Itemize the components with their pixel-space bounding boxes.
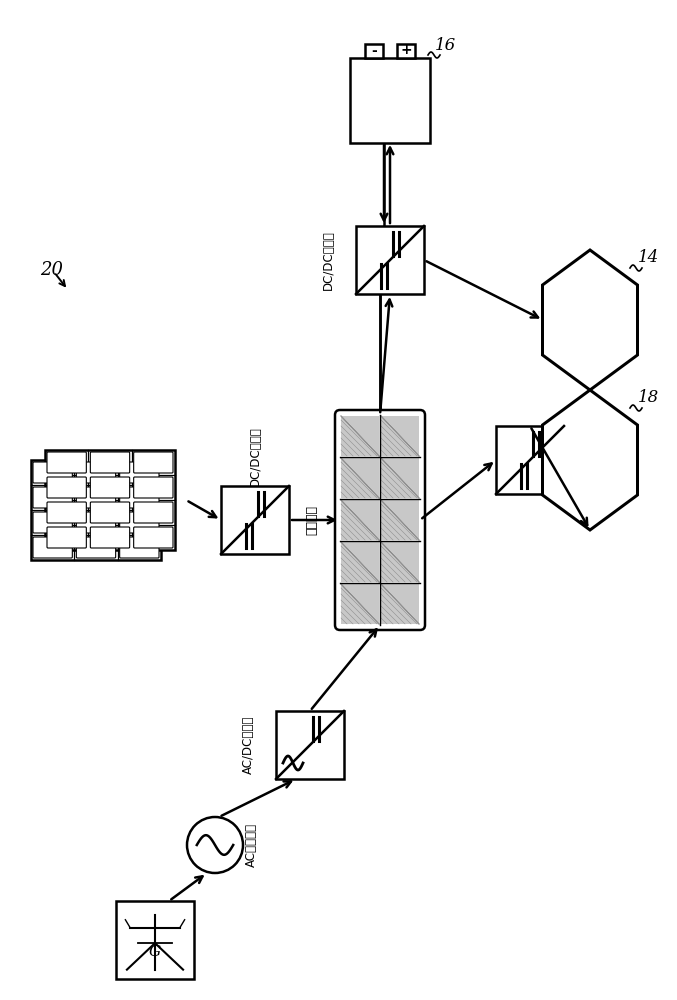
FancyBboxPatch shape — [90, 502, 130, 523]
Bar — [381, 458, 419, 498]
Circle shape — [187, 817, 243, 873]
FancyBboxPatch shape — [47, 527, 87, 548]
FancyBboxPatch shape — [335, 410, 425, 630]
FancyBboxPatch shape — [47, 452, 87, 473]
Text: 18: 18 — [637, 389, 659, 406]
FancyBboxPatch shape — [90, 452, 130, 473]
Bar — [45, 450, 175, 550]
FancyBboxPatch shape — [77, 512, 116, 533]
Text: 负载中心: 负载中心 — [305, 505, 318, 535]
FancyBboxPatch shape — [33, 462, 72, 483]
FancyBboxPatch shape — [33, 487, 72, 508]
Bar — [356, 226, 424, 294]
Text: AC电力馈送: AC电力馈送 — [244, 823, 257, 867]
Text: DC/DC转换器: DC/DC转换器 — [322, 230, 334, 290]
Bar — [116, 901, 194, 979]
Bar — [365, 43, 383, 57]
Bar — [276, 711, 344, 779]
Bar — [341, 500, 379, 540]
FancyBboxPatch shape — [33, 537, 72, 558]
FancyBboxPatch shape — [120, 487, 159, 508]
Text: 高压DC负载: 高压DC负载 — [584, 296, 596, 344]
Text: G: G — [149, 945, 161, 959]
Bar — [496, 426, 564, 494]
Bar — [341, 542, 379, 582]
FancyBboxPatch shape — [77, 537, 116, 558]
Text: 低压DC负载: 低压DC负载 — [584, 436, 596, 484]
Bar — [381, 500, 419, 540]
Text: DC/DC转换器: DC/DC转换器 — [586, 430, 598, 490]
Polygon shape — [542, 250, 638, 390]
Text: 14: 14 — [637, 249, 659, 266]
Bar — [341, 584, 379, 624]
FancyBboxPatch shape — [120, 462, 159, 483]
FancyBboxPatch shape — [120, 512, 159, 533]
Text: +: + — [400, 43, 412, 57]
Bar — [350, 57, 430, 142]
Bar — [381, 416, 419, 456]
FancyBboxPatch shape — [47, 477, 87, 498]
FancyBboxPatch shape — [33, 512, 72, 533]
Bar — [341, 458, 379, 498]
Text: AC/DC转换器: AC/DC转换器 — [242, 716, 255, 774]
FancyBboxPatch shape — [90, 527, 130, 548]
FancyBboxPatch shape — [77, 487, 116, 508]
Bar — [381, 542, 419, 582]
FancyBboxPatch shape — [90, 477, 130, 498]
Text: 20: 20 — [41, 261, 64, 279]
Text: DC/DC转换器: DC/DC转换器 — [248, 426, 261, 486]
FancyBboxPatch shape — [133, 527, 173, 548]
FancyBboxPatch shape — [133, 452, 173, 473]
Bar — [31, 460, 161, 560]
Bar — [221, 486, 289, 554]
Text: -: - — [371, 43, 376, 57]
FancyBboxPatch shape — [47, 502, 87, 523]
FancyBboxPatch shape — [133, 502, 173, 523]
Bar — [341, 416, 379, 456]
Bar — [381, 584, 419, 624]
Polygon shape — [542, 390, 638, 530]
FancyBboxPatch shape — [77, 462, 116, 483]
Bar — [397, 43, 415, 57]
FancyBboxPatch shape — [133, 477, 173, 498]
FancyBboxPatch shape — [120, 537, 159, 558]
Text: 16: 16 — [435, 36, 456, 53]
